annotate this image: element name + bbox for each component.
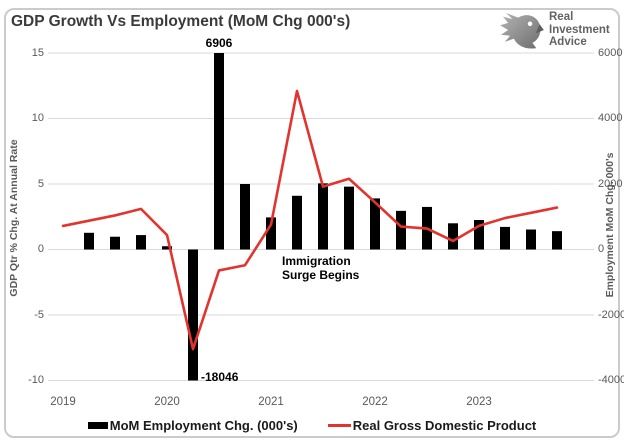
employment-bar	[318, 183, 328, 250]
legend-label-gdp: Real Gross Domestic Product	[352, 418, 537, 433]
x-axis-year-label: 2019	[50, 396, 76, 408]
right-axis-tick: -2000	[598, 308, 624, 321]
employment-bar	[162, 246, 172, 250]
employment-bar	[448, 223, 458, 250]
employment-bar	[292, 195, 302, 250]
line-swatch-icon	[327, 423, 351, 428]
right-axis-tick: -4000	[598, 374, 624, 386]
employment-bar	[240, 184, 250, 250]
annotation-6906: 6906	[205, 36, 233, 50]
x-axis-year-label: 2021	[258, 396, 284, 408]
x-axis-year-label: 2023	[466, 396, 492, 408]
brand-name: Real Investment Advice	[549, 11, 610, 49]
right-axis-tick: 2000	[598, 177, 623, 190]
employment-bar	[396, 210, 406, 250]
brand-name-line: Advice	[549, 36, 587, 48]
employment-bar	[136, 235, 146, 250]
legend-item-employment: MoM Employment Chg. (000's)	[87, 418, 298, 433]
left-axis-tick: -10	[28, 374, 44, 386]
x-axis-year-label: 2020	[154, 396, 180, 408]
left-axis-tick: 5	[37, 177, 44, 190]
bar-swatch-icon	[87, 422, 108, 429]
left-axis-tick: 15	[31, 46, 44, 59]
chart-legend: MoM Employment Chg. (000's) Real Gross D…	[0, 418, 624, 433]
left-axis-tick: -5	[34, 308, 44, 321]
employment-bar	[500, 226, 510, 250]
employment-bar	[344, 186, 354, 250]
employment-bar	[84, 232, 94, 250]
left-axis-tick: 0	[37, 243, 44, 255]
x-axis-year-label: 2022	[362, 396, 388, 408]
brand-logo: Real Investment Advice	[498, 10, 618, 50]
employment-bar	[110, 236, 120, 250]
employment-bar	[188, 249, 198, 381]
left-axis-title: GDP Qtr % Chg. At Annual Rate	[8, 139, 20, 297]
brand-name-line: Investment	[549, 23, 610, 36]
employment-bar	[526, 229, 536, 250]
employment-bar	[370, 198, 380, 250]
annotation-immigration-surge: Immigration Surge Begins	[282, 254, 360, 282]
annotation-neg18046: -18046	[201, 370, 239, 384]
employment-bar	[266, 217, 276, 250]
right-axis-title: Employment MoM Chg. 000's	[604, 152, 616, 298]
right-axis-tick: 0	[598, 243, 605, 255]
left-axis-tick: 10	[31, 112, 44, 124]
legend-label-employment: MoM Employment Chg. (000's)	[109, 418, 298, 433]
brand-name-line: Real	[549, 11, 574, 23]
employment-bar	[214, 53, 224, 250]
right-axis-tick: 4000	[598, 112, 623, 124]
right-axis-tick: 6000	[598, 46, 623, 59]
legend-item-gdp: Real Gross Domestic Product	[327, 418, 537, 433]
eagle-icon	[500, 12, 544, 49]
employment-bar	[552, 231, 562, 250]
employment-bar	[474, 220, 484, 250]
chart-title: GDP Growth Vs Employment (MoM Chg 000's)	[11, 13, 351, 30]
gdp-line	[61, 89, 559, 351]
